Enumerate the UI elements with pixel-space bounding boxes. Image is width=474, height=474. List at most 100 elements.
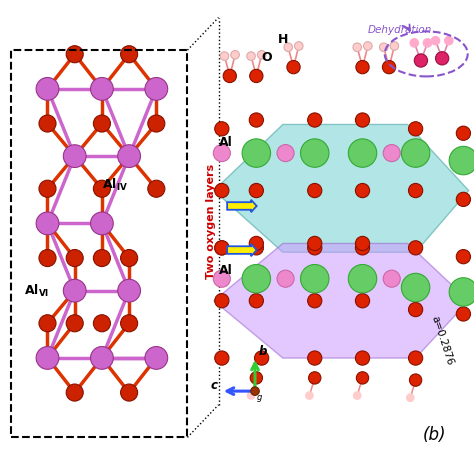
Polygon shape [214, 244, 469, 358]
Circle shape [145, 346, 168, 369]
Circle shape [354, 392, 361, 399]
Circle shape [356, 294, 370, 308]
Circle shape [118, 145, 140, 167]
Circle shape [348, 264, 377, 293]
Text: Al: Al [219, 137, 233, 149]
Circle shape [383, 145, 400, 162]
Circle shape [308, 294, 322, 308]
Circle shape [456, 192, 471, 207]
Text: Two oxygen layers: Two oxygen layers [206, 164, 216, 279]
Circle shape [301, 139, 329, 167]
Text: Al$_{\mathregular{IV}}$: Al$_{\mathregular{IV}}$ [102, 177, 128, 193]
Circle shape [401, 139, 430, 167]
Circle shape [250, 69, 263, 82]
Circle shape [215, 122, 229, 136]
Circle shape [36, 346, 59, 369]
Circle shape [348, 139, 377, 167]
Circle shape [287, 61, 300, 74]
Circle shape [120, 315, 137, 332]
Circle shape [449, 278, 474, 306]
Circle shape [148, 180, 165, 197]
Circle shape [356, 183, 370, 198]
Circle shape [91, 212, 113, 235]
FancyArrow shape [227, 200, 257, 212]
Circle shape [449, 146, 474, 175]
Bar [10, 50, 187, 438]
Circle shape [215, 241, 229, 255]
Circle shape [456, 250, 471, 264]
Circle shape [93, 249, 110, 266]
Circle shape [120, 46, 137, 63]
Circle shape [249, 294, 264, 308]
Circle shape [409, 351, 423, 365]
Circle shape [249, 113, 264, 127]
Circle shape [215, 183, 229, 198]
Circle shape [66, 384, 83, 401]
Circle shape [356, 113, 370, 127]
Circle shape [247, 52, 255, 60]
Circle shape [409, 122, 423, 136]
Circle shape [64, 145, 86, 167]
Circle shape [431, 36, 440, 45]
Circle shape [220, 52, 229, 60]
Circle shape [308, 241, 322, 255]
Circle shape [409, 241, 423, 255]
Circle shape [309, 372, 321, 384]
Circle shape [36, 212, 59, 235]
Circle shape [456, 126, 471, 140]
Circle shape [39, 115, 56, 132]
Circle shape [423, 38, 432, 47]
Circle shape [215, 241, 229, 255]
Circle shape [64, 279, 86, 302]
Circle shape [364, 42, 372, 50]
Text: O: O [262, 51, 272, 64]
Circle shape [66, 46, 83, 63]
Circle shape [247, 392, 255, 399]
Circle shape [353, 43, 362, 52]
Text: H: H [278, 33, 288, 46]
Circle shape [277, 145, 294, 162]
Circle shape [213, 270, 230, 287]
Circle shape [118, 279, 140, 302]
Circle shape [242, 264, 271, 293]
FancyArrow shape [227, 244, 257, 256]
Circle shape [66, 249, 83, 266]
Circle shape [249, 183, 264, 198]
Circle shape [380, 43, 388, 52]
Circle shape [308, 237, 322, 251]
Text: g: g [256, 392, 262, 401]
Circle shape [93, 315, 110, 332]
Circle shape [356, 241, 370, 255]
Circle shape [356, 372, 369, 384]
Circle shape [255, 351, 269, 365]
Text: Al: Al [219, 264, 233, 277]
Text: a=0.2876: a=0.2876 [429, 314, 455, 366]
Circle shape [36, 78, 59, 100]
Circle shape [308, 351, 322, 365]
Text: Al$_{\mathregular{VI}}$: Al$_{\mathregular{VI}}$ [24, 283, 49, 299]
Circle shape [414, 54, 428, 67]
Circle shape [410, 374, 422, 386]
Circle shape [93, 180, 110, 197]
Circle shape [383, 270, 400, 287]
Text: Dehydration: Dehydration [368, 25, 432, 35]
Circle shape [120, 384, 137, 401]
Text: (b): (b) [422, 426, 446, 444]
Circle shape [410, 38, 419, 47]
Circle shape [231, 51, 239, 59]
Circle shape [257, 51, 266, 59]
Circle shape [277, 270, 294, 287]
Circle shape [249, 237, 264, 251]
Circle shape [66, 315, 83, 332]
Circle shape [145, 78, 168, 100]
Circle shape [148, 115, 165, 132]
Circle shape [356, 61, 369, 74]
Circle shape [223, 69, 237, 82]
Circle shape [213, 145, 230, 162]
Circle shape [356, 237, 370, 251]
Circle shape [294, 42, 303, 50]
Circle shape [456, 307, 471, 321]
Circle shape [39, 315, 56, 332]
Circle shape [401, 273, 430, 302]
Circle shape [215, 294, 229, 308]
